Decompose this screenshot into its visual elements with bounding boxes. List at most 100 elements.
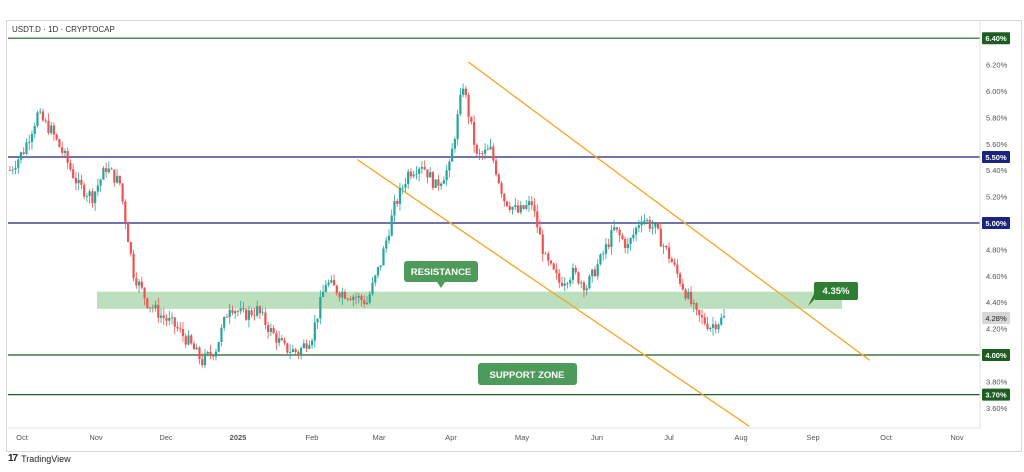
candle-body: [437, 179, 440, 186]
candle-body: [648, 220, 651, 229]
candle-body: [275, 333, 278, 343]
candle-body: [184, 336, 187, 345]
candle-body: [94, 191, 97, 204]
candle-body: [310, 340, 314, 346]
candle-body: [722, 316, 726, 318]
candle-body: [434, 179, 437, 188]
candle-body: [321, 292, 325, 297]
candle-body: [231, 309, 234, 314]
candle-body: [371, 282, 374, 295]
y-tick-9: 4.20%: [986, 325, 1008, 334]
candle-body: [577, 272, 580, 284]
candle-body: [440, 183, 443, 186]
x-tick-8: Jun: [591, 433, 603, 442]
candle-body: [442, 180, 445, 184]
candle-body: [294, 349, 297, 353]
candle-body: [481, 152, 484, 154]
candle-body: [223, 316, 226, 328]
candle-body: [253, 315, 256, 316]
candle-body: [305, 343, 308, 349]
candle-body: [431, 172, 435, 188]
level-tag-3: [982, 349, 1010, 361]
candle-body: [662, 245, 665, 247]
candle-body: [396, 201, 399, 204]
candle-body: [267, 324, 270, 332]
candle-body: [382, 248, 385, 266]
candle-body: [536, 211, 539, 228]
candle-body: [220, 327, 223, 342]
candle-body: [176, 326, 179, 329]
candle-body: [66, 150, 69, 163]
x-tick-9: Jul: [664, 433, 674, 442]
candle-body: [511, 207, 514, 210]
candle-body: [88, 191, 91, 197]
x-tick-4: Feb: [306, 433, 319, 442]
candle-body: [33, 125, 36, 135]
current-price-text: 4.28%: [985, 314, 1007, 323]
level-tag-text-1: 5.50%: [985, 153, 1007, 162]
x-tick-12: Oct: [880, 433, 893, 442]
resistance-zone: [97, 291, 842, 309]
candle-body: [387, 235, 391, 241]
candle-body: [596, 264, 599, 277]
candle-body: [319, 296, 322, 319]
tradingview-brand[interactable]: TradingView: [21, 453, 71, 464]
x-tick-3: 2025: [230, 433, 247, 442]
candle-body: [52, 125, 56, 135]
candle-body: [530, 201, 533, 206]
level-tag-0: [982, 32, 1010, 45]
candle-body: [236, 311, 240, 312]
candle-body: [170, 317, 174, 319]
candle-body: [99, 179, 102, 186]
candle-body: [552, 263, 555, 270]
candle-body: [503, 193, 506, 202]
zones-layer: [97, 291, 842, 309]
candle-body: [272, 328, 275, 334]
x-tick-7: May: [515, 433, 529, 442]
tradingview-logo-icon: 17: [8, 453, 18, 464]
candle-body: [297, 352, 300, 355]
target-label-box: [814, 282, 858, 300]
target-label-text: 4.35%: [823, 286, 850, 297]
candle-body: [349, 298, 352, 300]
candle-body: [198, 347, 201, 360]
candle-body: [418, 168, 421, 174]
support-label-box: [478, 363, 577, 385]
resistance-label-box: [404, 261, 478, 282]
candle-body: [376, 267, 380, 276]
candle-body: [398, 188, 402, 204]
candle-body: [39, 111, 42, 113]
candle-body: [637, 225, 640, 228]
candle-body: [547, 253, 550, 261]
candle-body: [629, 238, 632, 245]
candle-body: [522, 205, 525, 209]
candle-body: [585, 288, 588, 291]
candle-body: [352, 296, 355, 300]
candle-body: [22, 152, 25, 154]
chart-symbol-header: USDT.D · 1D · CRYPTOCAP: [12, 25, 115, 34]
candle-body: [374, 275, 377, 283]
candle-body: [717, 324, 720, 330]
candle-body: [654, 223, 657, 228]
candle-body: [195, 347, 198, 350]
candle-body: [36, 112, 39, 126]
candle-body: [426, 169, 429, 178]
candle-body: [8, 170, 12, 171]
candle-body: [181, 328, 185, 337]
candle-body: [126, 222, 130, 243]
candle-body: [429, 172, 432, 178]
candle-body: [256, 306, 259, 316]
candle-body: [159, 315, 163, 318]
candle-body: [462, 88, 465, 95]
candle-body: [684, 289, 687, 299]
y-tick-2: 5.80%: [986, 113, 1008, 122]
candle-body: [390, 215, 393, 236]
candle-body: [681, 283, 684, 290]
candle-body: [154, 304, 157, 309]
candle-body: [714, 324, 717, 330]
candle-body: [121, 183, 124, 202]
candle-body: [28, 142, 31, 143]
candle-body: [525, 205, 528, 209]
candle-body: [269, 328, 272, 332]
